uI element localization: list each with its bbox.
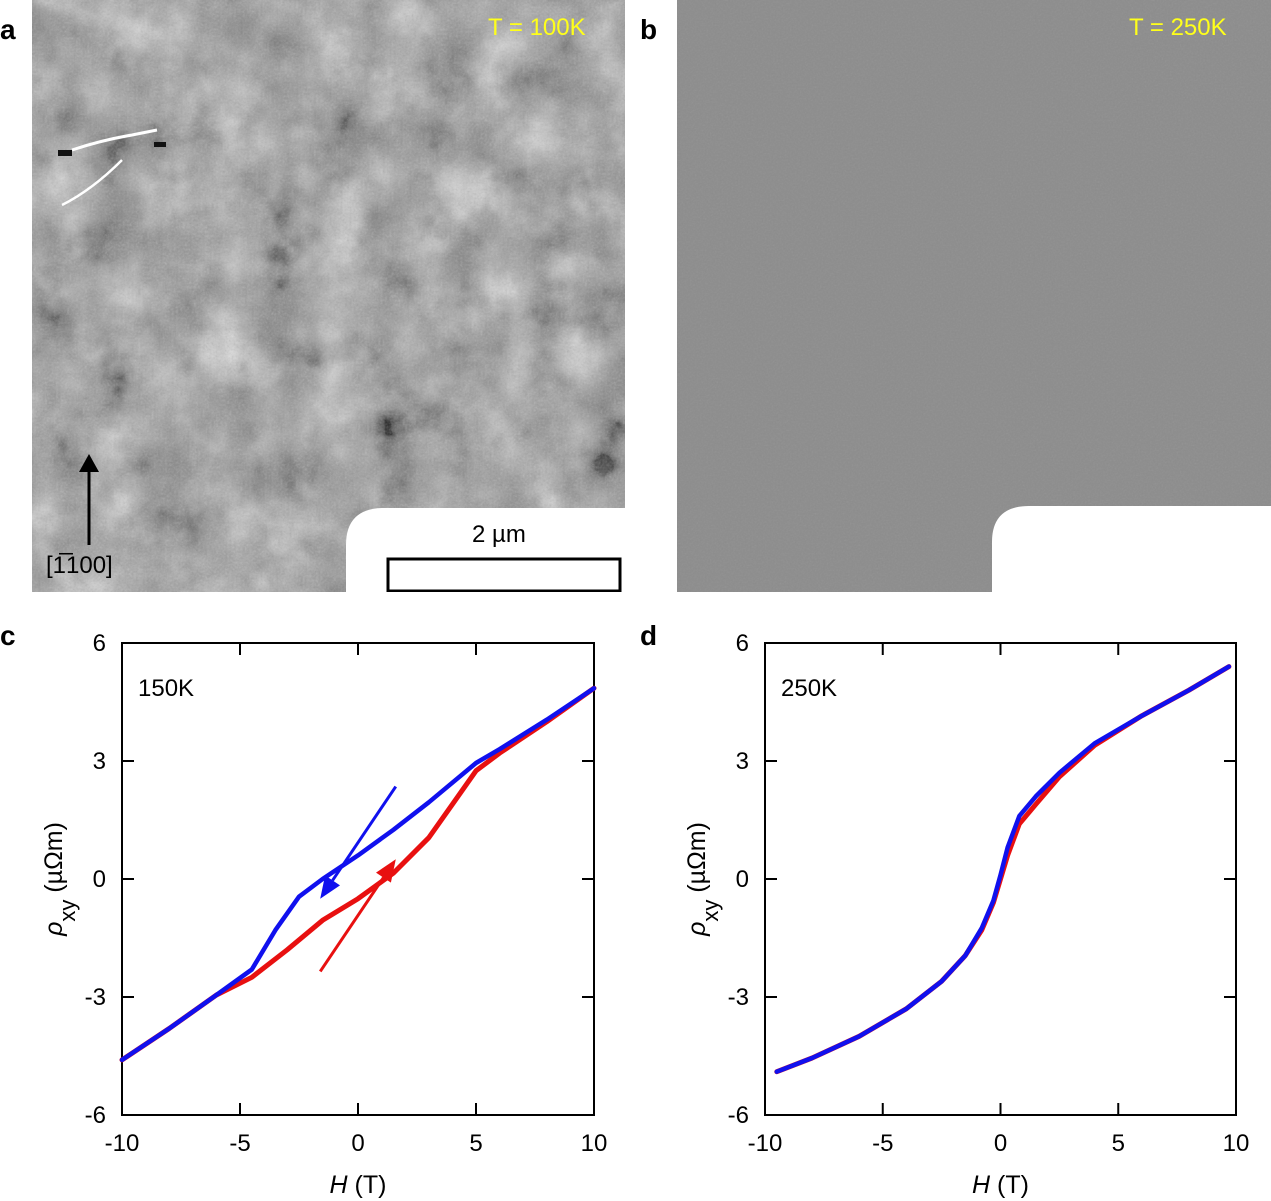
chart-d-ytick-label: 0 — [736, 866, 749, 893]
defect-spot — [58, 150, 72, 156]
mfm-image-100k: [1̅100] 2 µm T = 100K — [32, 0, 625, 592]
chart-c-sweep-arrow-0 — [331, 785, 398, 882]
chart-d-xtick-label: 5 — [1112, 1130, 1125, 1157]
chart-c-ytick-label: 0 — [93, 866, 106, 893]
image-corner-mask-b — [992, 506, 1271, 592]
chart-c-xtick-label: 10 — [581, 1130, 608, 1157]
chart-c-ytick-label: -3 — [85, 984, 106, 1011]
chart-c-sweep-arrowhead-0 — [320, 875, 340, 899]
chart-d-ytick-label: 6 — [736, 630, 749, 657]
chart-c-series-line-0 — [119, 685, 597, 1063]
chart-d-xtick-label: 10 — [1223, 1130, 1250, 1157]
chart-c-ylabel: ρxy (µΩm) — [40, 822, 80, 937]
mfm-image-250k-graphic — [677, 0, 1271, 592]
panel-c-letter: c — [0, 620, 16, 651]
chart-d-xtick-label: 0 — [994, 1130, 1007, 1157]
panel-b-letter: b — [640, 14, 658, 45]
scale-bar — [386, 557, 622, 592]
direction-label: [1̅100] — [46, 552, 113, 579]
chart-d-ytick-label: -6 — [728, 1102, 749, 1129]
chart-d-series-line-1 — [774, 664, 1232, 1074]
chart-c-ytick-label: 3 — [93, 748, 106, 775]
chart-d-ylabel: ρxy (µΩm) — [683, 822, 723, 937]
defect-line-2 — [61, 159, 123, 207]
chart-c-xtick-label: 5 — [469, 1130, 482, 1157]
chart-d-annotation: 250K — [781, 675, 837, 702]
direction-arrowhead — [79, 454, 99, 472]
temperature-label-b: T = 250K — [1129, 14, 1227, 41]
chart-c-xtick-label: -10 — [105, 1130, 140, 1157]
defect-spot-2 — [154, 142, 166, 147]
chart-c-xtick-label: 0 — [351, 1130, 364, 1157]
chart-d-ytick-label: -3 — [728, 984, 749, 1011]
panel-a-letter: a — [0, 14, 16, 45]
chart-d-xlabel: H (T) — [972, 1171, 1029, 1199]
chart-c-ytick-label: -6 — [85, 1102, 106, 1129]
temperature-label-a: T = 100K — [488, 14, 586, 41]
mfm-image-250k: T = 250K — [677, 0, 1271, 592]
chart-c-xtick-label: -5 — [229, 1130, 250, 1157]
chart-c-ytick-label: 6 — [93, 630, 106, 657]
chart-d-ytick-label: 3 — [736, 748, 749, 775]
chart-d-xtick-label: -5 — [872, 1130, 893, 1157]
panel-d-letter: d — [640, 620, 658, 651]
chart-c-frame — [121, 642, 595, 1116]
defect-line — [71, 128, 158, 152]
chart-c-sweep-arrowhead-1 — [376, 859, 396, 883]
chart-c-annotation: 150K — [138, 675, 194, 702]
chart-c-series-line-1 — [119, 685, 597, 1063]
scale-bar-label: 2 µm — [472, 521, 526, 548]
chart-c-xlabel: H (T) — [330, 1171, 387, 1199]
chart-c-sweep-arrow-1 — [318, 876, 385, 973]
chart-d-xtick-label: -10 — [748, 1130, 783, 1157]
mfm-image-100k-graphic — [32, 0, 625, 592]
